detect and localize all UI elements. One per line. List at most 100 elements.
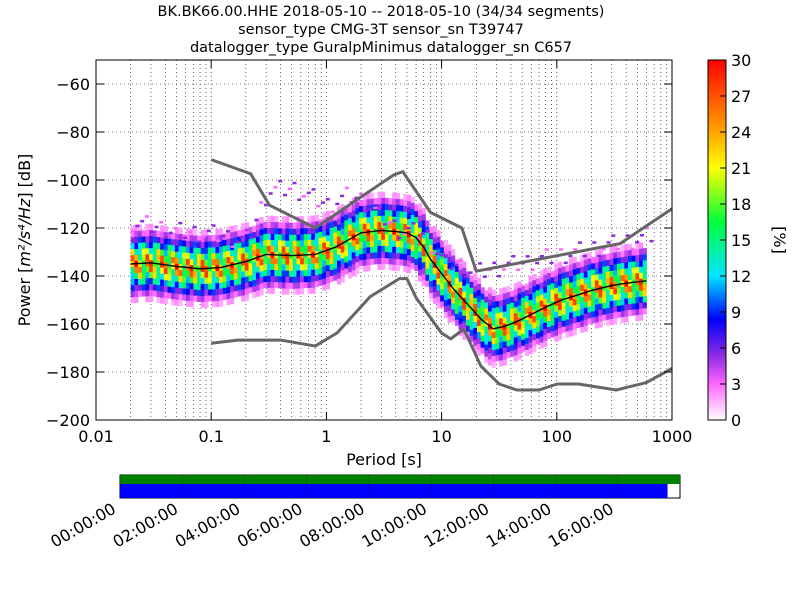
timeline-tick-label: 02:00:00 <box>109 499 181 551</box>
outlier-cell <box>435 252 440 256</box>
histogram-cell <box>274 257 279 265</box>
histogram-cell <box>384 203 389 211</box>
histogram-cell <box>211 282 216 290</box>
colorbar-tick-label: 24 <box>731 123 751 142</box>
histogram-cell <box>602 296 607 303</box>
histogram-cell <box>244 276 249 283</box>
histogram-cell <box>554 329 559 336</box>
histogram-cell <box>587 306 592 313</box>
histogram-cell <box>171 286 176 294</box>
histogram-cell <box>244 264 249 271</box>
histogram-cell <box>605 259 611 266</box>
histogram-cell <box>182 258 187 265</box>
histogram-cell <box>543 298 548 305</box>
histogram-cell <box>616 287 622 294</box>
histogram-cell <box>539 294 544 301</box>
histogram-cell <box>255 272 261 279</box>
histogram-cell <box>149 277 154 285</box>
histogram-cell <box>178 227 183 235</box>
histogram-cell <box>517 353 522 360</box>
histogram-cell <box>171 250 176 258</box>
histogram-cell <box>373 198 378 205</box>
histogram-cell <box>215 240 220 248</box>
histogram-cell <box>392 264 397 271</box>
histogram-cell <box>200 289 205 296</box>
histogram-cell <box>303 257 308 265</box>
histogram-cell <box>491 307 496 315</box>
histogram-cell <box>163 249 168 257</box>
histogram-cell <box>580 254 585 261</box>
histogram-cell <box>340 216 345 223</box>
histogram-cell <box>381 203 386 210</box>
histogram-cell <box>329 263 334 270</box>
histogram-cell <box>388 252 393 259</box>
histogram-cell <box>473 291 478 298</box>
histogram-cell <box>587 282 592 289</box>
histogram-cell <box>458 287 463 294</box>
histogram-cell <box>517 287 522 294</box>
histogram-cell <box>289 258 294 265</box>
histogram-cell <box>388 222 393 229</box>
histogram-cell <box>381 233 386 240</box>
histogram-cell <box>587 318 592 325</box>
histogram-cell <box>488 359 493 366</box>
y-tick-label: −200 <box>46 411 90 430</box>
histogram-cell <box>255 230 261 237</box>
outlier-cell <box>639 233 644 237</box>
histogram-cell <box>160 285 165 292</box>
psd-histogram <box>130 191 647 369</box>
histogram-cell <box>259 235 264 242</box>
histogram-cell <box>499 300 504 307</box>
histogram-cell <box>138 272 143 279</box>
histogram-cell <box>484 338 489 345</box>
histogram-cell <box>381 191 386 198</box>
histogram-cell <box>259 265 264 272</box>
histogram-cell <box>160 237 165 244</box>
outlier-cell <box>625 234 630 237</box>
histogram-cell <box>226 256 231 264</box>
timeline: 00:00:0002:00:0004:00:0006:00:0008:00:00… <box>47 474 681 551</box>
histogram-cell <box>182 240 187 247</box>
histogram-cell <box>569 288 574 295</box>
histogram-cell <box>421 225 426 233</box>
histogram-cell <box>244 222 249 229</box>
histogram-cell <box>613 294 618 301</box>
histogram-cell <box>624 268 629 275</box>
histogram-cell <box>569 330 574 337</box>
histogram-cell <box>314 280 319 288</box>
histogram-cell <box>278 276 283 283</box>
histogram-cell <box>425 244 430 251</box>
histogram-cell <box>517 305 522 312</box>
histogram-cell <box>395 216 401 224</box>
histogram-cell <box>539 300 544 307</box>
histogram-cell <box>178 245 183 253</box>
histogram-cell <box>359 241 364 249</box>
histogram-cell <box>392 246 397 253</box>
histogram-cell <box>554 305 559 312</box>
histogram-cell <box>506 291 511 299</box>
histogram-cell <box>635 248 640 256</box>
histogram-cell <box>447 292 452 299</box>
outlier-cell <box>401 231 406 235</box>
histogram-cell <box>605 289 611 296</box>
histogram-cell <box>484 356 489 363</box>
histogram-cell <box>598 273 603 280</box>
histogram-cell <box>620 298 625 306</box>
histogram-cell <box>392 234 397 241</box>
x-tick-label: 1000 <box>652 427 693 446</box>
histogram-cell <box>237 236 242 243</box>
histogram-cell <box>399 253 404 260</box>
histogram-cell <box>211 246 216 254</box>
histogram-cell <box>616 299 622 306</box>
histogram-cell <box>410 202 415 210</box>
histogram-cell <box>259 217 264 224</box>
outlier-cell <box>292 181 297 185</box>
histogram-cell <box>635 272 640 280</box>
histogram-cell <box>465 319 471 326</box>
histogram-cell <box>635 296 640 304</box>
histogram-cell <box>583 265 588 272</box>
histogram-cell <box>289 234 294 241</box>
histogram-cell <box>366 198 371 206</box>
histogram-cell <box>381 197 386 204</box>
histogram-cell <box>259 247 264 254</box>
